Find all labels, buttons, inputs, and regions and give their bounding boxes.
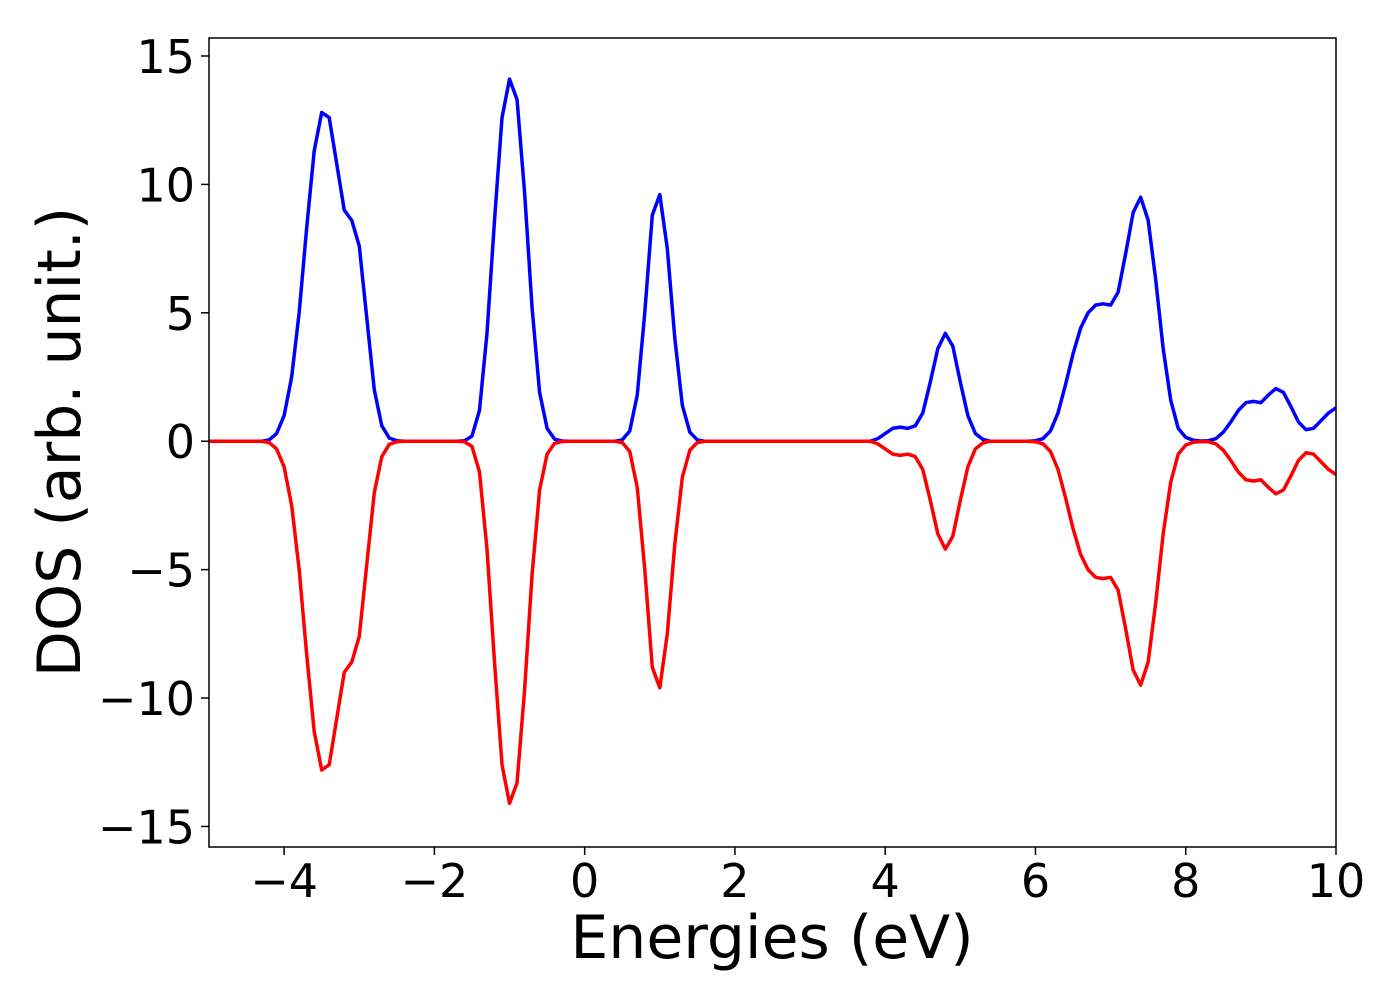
x-tick-label: 4 [871,854,900,908]
x-tick-label: 2 [720,854,749,908]
x-tick-label: 0 [570,854,599,908]
y-tick-label: 15 [136,30,195,84]
y-tick-label: −15 [98,800,195,854]
series-line [209,77,1337,443]
y-tick-label: −10 [98,672,195,726]
y-tick-label: 10 [136,158,195,212]
plot-frame [208,37,1337,848]
y-tick-label: 5 [166,287,195,341]
y-tick-label: 0 [166,415,195,469]
x-tick-label: 8 [1171,854,1200,908]
x-tick-label: −4 [250,854,318,908]
x-tick-label: −2 [400,854,468,908]
series-line [209,439,1337,806]
y-tick-label: −5 [127,544,195,598]
x-tick-label: 6 [1021,854,1050,908]
x-tick-label: 10 [1307,854,1366,908]
y-axis-label: DOS (arb. unit.) [25,207,95,677]
x-axis-label: Energies (eV) [570,903,973,973]
